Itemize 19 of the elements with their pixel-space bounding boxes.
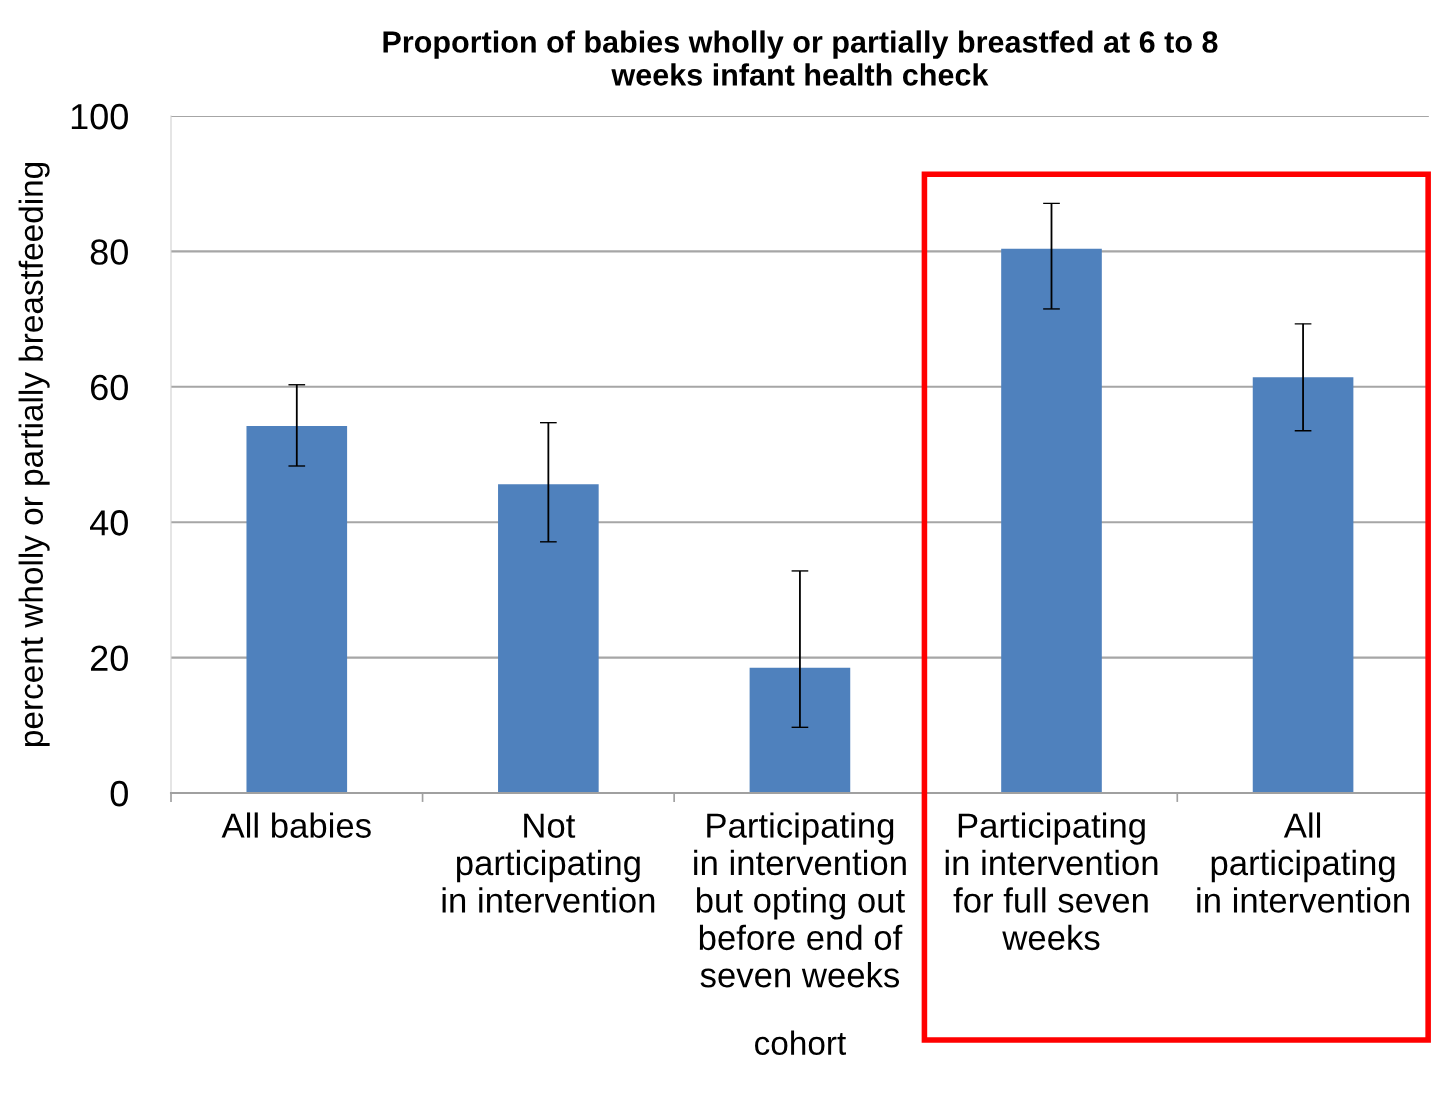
bar bbox=[749, 667, 851, 793]
bar bbox=[498, 484, 599, 793]
y-tick-label: 80 bbox=[90, 239, 128, 265]
y-tick-label: 100 bbox=[71, 103, 128, 130]
x-axis-title: cohort bbox=[755, 1030, 847, 1055]
x-tick-label: Not participating in intervention bbox=[442, 813, 655, 913]
chart-title: Proportion of babies wholly or partially breastfed at 6 to 8 weeks infant health check bbox=[383, 30, 1218, 86]
y-axis-title: percent wholly or partially breastfeeding bbox=[18, 162, 50, 746]
x-tick-label: All babies bbox=[221, 812, 371, 838]
bar bbox=[1252, 377, 1354, 793]
bar bbox=[1001, 248, 1102, 793]
x-tick-label: Participating in intervention but opting out before end of seven weeks bbox=[694, 812, 906, 988]
y-tick-label: 0 bbox=[110, 780, 128, 807]
y-tick-label: 20 bbox=[90, 645, 128, 672]
y-tick-label: 40 bbox=[90, 510, 128, 536]
bar bbox=[246, 426, 348, 793]
y-tick-label: 60 bbox=[91, 374, 128, 401]
x-tick-label: Participating in intervention for full seven weeks bbox=[945, 812, 1158, 951]
x-tick-label: All participating in intervention bbox=[1197, 812, 1409, 913]
